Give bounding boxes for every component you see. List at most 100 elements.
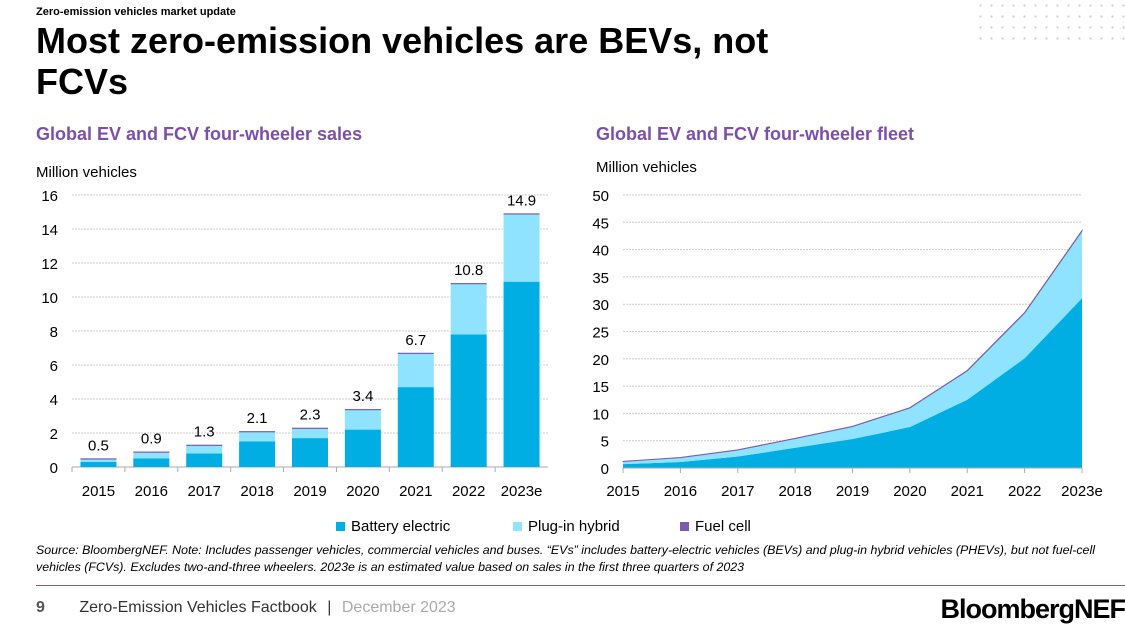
bar-battery-electric [186, 453, 223, 467]
legend-swatch [336, 522, 345, 531]
data-label: 6.7 [405, 332, 426, 349]
y-tick-label: 10 [41, 290, 58, 307]
legend-item-fcv: Fuel cell [680, 518, 751, 535]
data-label: 3.4 [352, 388, 373, 405]
bar-plug-in-hybrid [292, 427, 328, 439]
bar-fuel-cell [292, 427, 328, 429]
data-label: 14.9 [507, 192, 536, 209]
bar-plug-in-hybrid [397, 353, 434, 388]
area-battery-electric [623, 298, 1082, 468]
bar-fuel-cell [397, 352, 434, 354]
right-chart-ylabel: Million vehicles [596, 159, 697, 176]
left-chart-ylabel: Million vehicles [36, 164, 137, 181]
y-tick-label: 16 [41, 188, 58, 205]
y-tick-label: 0 [601, 461, 609, 478]
y-tick-label: 10 [592, 406, 609, 423]
document-title: Zero-Emission Vehicles Factbook [79, 599, 317, 616]
bar-battery-electric [344, 429, 381, 467]
bar-plug-in-hybrid [133, 451, 170, 459]
data-label: 2.1 [247, 410, 268, 427]
sales-bar-chart: 02468101214160.520150.920161.320172.1201… [41, 188, 1103, 500]
y-tick-label: 0 [50, 460, 58, 477]
x-tick-label: 2023e [501, 483, 543, 500]
bar-fuel-cell [503, 213, 540, 215]
bar-plug-in-hybrid [344, 409, 381, 430]
x-tick-label: 2015 [82, 483, 115, 500]
footer-divider [36, 585, 1125, 586]
bar-fuel-cell [186, 444, 223, 446]
data-label: 1.3 [194, 424, 215, 441]
footer: 9 Zero-Emission Vehicles Factbook | Dece… [36, 599, 456, 617]
y-tick-label: 25 [592, 325, 609, 342]
bar-plug-in-hybrid [503, 213, 540, 282]
footer-date: December 2023 [341, 599, 456, 616]
legend-item-bev: Battery electric [336, 518, 513, 535]
legend: Battery electric Plug-in hybrid Fuel cel… [336, 518, 751, 535]
right-chart-title: Global EV and FCV four-wheeler fleet [596, 124, 915, 144]
y-tick-label: 30 [592, 297, 609, 314]
y-tick-label: 35 [592, 270, 609, 287]
bar-battery-electric [292, 438, 328, 467]
legend-label: Plug-in hybrid [528, 518, 620, 535]
data-label: 10.8 [454, 262, 483, 279]
data-label: 2.3 [300, 407, 321, 424]
bar-plug-in-hybrid [239, 431, 276, 442]
y-tick-label: 4 [50, 392, 58, 409]
y-tick-label: 14 [41, 222, 58, 239]
data-label: 0.9 [141, 431, 162, 448]
x-tick-label: 2022 [1008, 483, 1041, 500]
x-tick-label: 2015 [606, 483, 639, 500]
y-tick-label: 20 [592, 352, 609, 369]
x-tick-label: 2016 [664, 483, 697, 500]
page-title: Most zero-emission vehicles are BEVs, no… [36, 20, 769, 102]
bar-plug-in-hybrid [80, 458, 117, 462]
y-tick-label: 6 [50, 358, 58, 375]
y-tick-label: 5 [601, 434, 609, 451]
legend-label: Battery electric [351, 518, 451, 535]
kicker: Zero-emission vehicles market update [36, 6, 236, 18]
x-tick-label: 2018 [778, 483, 811, 500]
x-tick-label: 2021 [399, 483, 432, 500]
bar-fuel-cell [450, 283, 487, 285]
bar-plug-in-hybrid [450, 283, 487, 335]
bar-fuel-cell [80, 458, 117, 460]
y-tick-label: 50 [592, 188, 609, 205]
source-note: Source: BloombergNEF. Note: Includes pas… [36, 543, 1095, 574]
area-fuel-cell [622, 229, 1083, 462]
y-tick-label: 12 [41, 256, 58, 273]
decorative-dot-pattern [975, 0, 1125, 45]
left-chart-title: Global EV and FCV four-wheeler sales [36, 124, 363, 144]
bar-battery-electric [133, 458, 170, 467]
legend-label: Fuel cell [695, 518, 751, 535]
footer-separator: | [327, 599, 332, 616]
bar-battery-electric [397, 387, 434, 467]
y-tick-label: 2 [50, 426, 58, 443]
x-tick-label: 2018 [240, 483, 273, 500]
x-tick-label: 2017 [188, 483, 221, 500]
bar-battery-electric [80, 461, 117, 467]
page-number: 9 [36, 599, 45, 616]
y-tick-label: 45 [592, 215, 609, 232]
x-tick-label: 2016 [135, 483, 168, 500]
x-tick-label: 2019 [836, 483, 869, 500]
legend-item-phev: Plug-in hybrid [513, 518, 680, 535]
x-tick-label: 2019 [293, 483, 326, 500]
x-tick-label: 2023e [1061, 483, 1103, 500]
y-tick-label: 8 [50, 324, 58, 341]
x-tick-label: 2022 [452, 483, 485, 500]
bloombergnef-logo: BloombergNEF [940, 594, 1125, 624]
bar-battery-electric [450, 334, 487, 467]
legend-swatch [513, 522, 522, 531]
x-tick-label: 2020 [893, 483, 926, 500]
bar-plug-in-hybrid [186, 444, 223, 454]
bar-battery-electric [503, 281, 540, 467]
data-label: 0.5 [88, 437, 109, 454]
x-tick-label: 2020 [346, 483, 379, 500]
legend-swatch [680, 522, 689, 531]
y-tick-label: 40 [592, 243, 609, 260]
bar-battery-electric [239, 441, 276, 467]
x-tick-label: 2021 [951, 483, 984, 500]
x-tick-label: 2017 [721, 483, 754, 500]
bar-fuel-cell [133, 451, 170, 453]
bar-fuel-cell [239, 431, 276, 433]
